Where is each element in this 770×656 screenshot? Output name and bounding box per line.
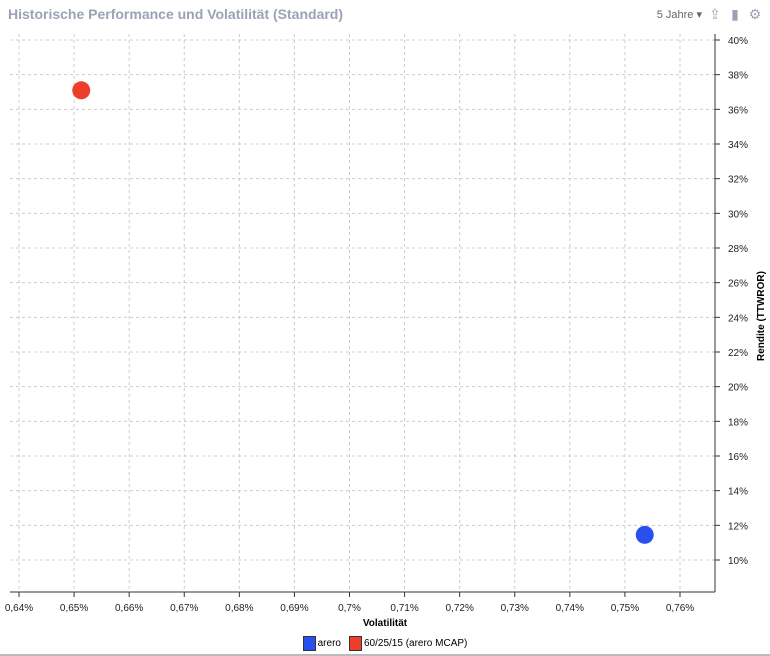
y-tick-label: 18% [728, 417, 748, 428]
y-tick-label: 30% [728, 209, 748, 220]
y-tick-label: 20% [728, 383, 748, 394]
x-tick-label: 0,74% [556, 603, 584, 614]
period-label: 5 Jahre [656, 8, 694, 21]
legend-swatch [348, 636, 362, 651]
toolbar: 5 Jahre ▾ ⇪ ▮ ⚙ [657, 6, 762, 22]
x-tick-label: 0,68% [225, 603, 253, 614]
period-select[interactable]: 5 Jahre ▾ [656, 8, 702, 21]
scatter-chart: 0,64% 0,65% 0,66% 0,67% 0,68% 0,69% 0,7% 0,71% 0… [5, 34, 767, 614]
x-tick-label: 0,76% [666, 603, 694, 614]
data-point[interactable] [72, 81, 91, 100]
legend-label: arero [317, 638, 341, 649]
bookmark-icon[interactable]: ▮ [731, 6, 739, 22]
legend-label: 60/25/15 (arero MCAP) [363, 638, 468, 649]
y-tick-label: 26% [728, 279, 748, 290]
legend: arero 60/25/15 (arero MCAP) [0, 636, 770, 651]
y-tick-label: 16% [728, 452, 748, 463]
y-tick-label: 34% [728, 140, 748, 151]
y-tick-label: 12% [728, 521, 748, 532]
x-tick-label: 0,75% [611, 603, 639, 614]
x-tick-label: 0,7% [338, 603, 361, 614]
x-tick-label: 0,69% [280, 603, 308, 614]
y-tick-label: 40% [728, 36, 748, 47]
y-tick-label: 32% [728, 175, 748, 186]
gear-icon[interactable]: ⚙ [748, 6, 762, 22]
x-tick-label: 0,64% [5, 603, 33, 614]
y-tick-label: 24% [728, 313, 748, 324]
export-icon[interactable]: ⇪ [709, 6, 721, 22]
divider [0, 654, 770, 656]
y-tick-label: 22% [728, 348, 748, 359]
x-tick-label: 0,72% [445, 603, 473, 614]
y-tick-label: 36% [728, 105, 748, 116]
y-tick-label: 28% [728, 244, 748, 255]
legend-item-arero[interactable]: arero [302, 636, 341, 651]
y-tick-label: 10% [728, 556, 748, 567]
x-tick-label: 0,65% [60, 603, 88, 614]
x-tick-label: 0,73% [501, 603, 529, 614]
x-axis-label: Volatilität [362, 618, 408, 629]
x-tick-label: 0,67% [170, 603, 198, 614]
chart-title: Historische Performance und Volatilität … [8, 6, 344, 22]
legend-swatch [302, 636, 316, 651]
y-tick-label: 14% [728, 487, 748, 498]
x-tick-label: 0,71% [390, 603, 418, 614]
legend-item-mcap[interactable]: 60/25/15 (arero MCAP) [348, 636, 468, 651]
y-tick-label: 38% [728, 71, 748, 82]
y-axis-label: Rendite (TTWROR) [756, 271, 767, 361]
x-tick-label: 0,66% [115, 603, 143, 614]
data-point[interactable] [635, 525, 654, 544]
